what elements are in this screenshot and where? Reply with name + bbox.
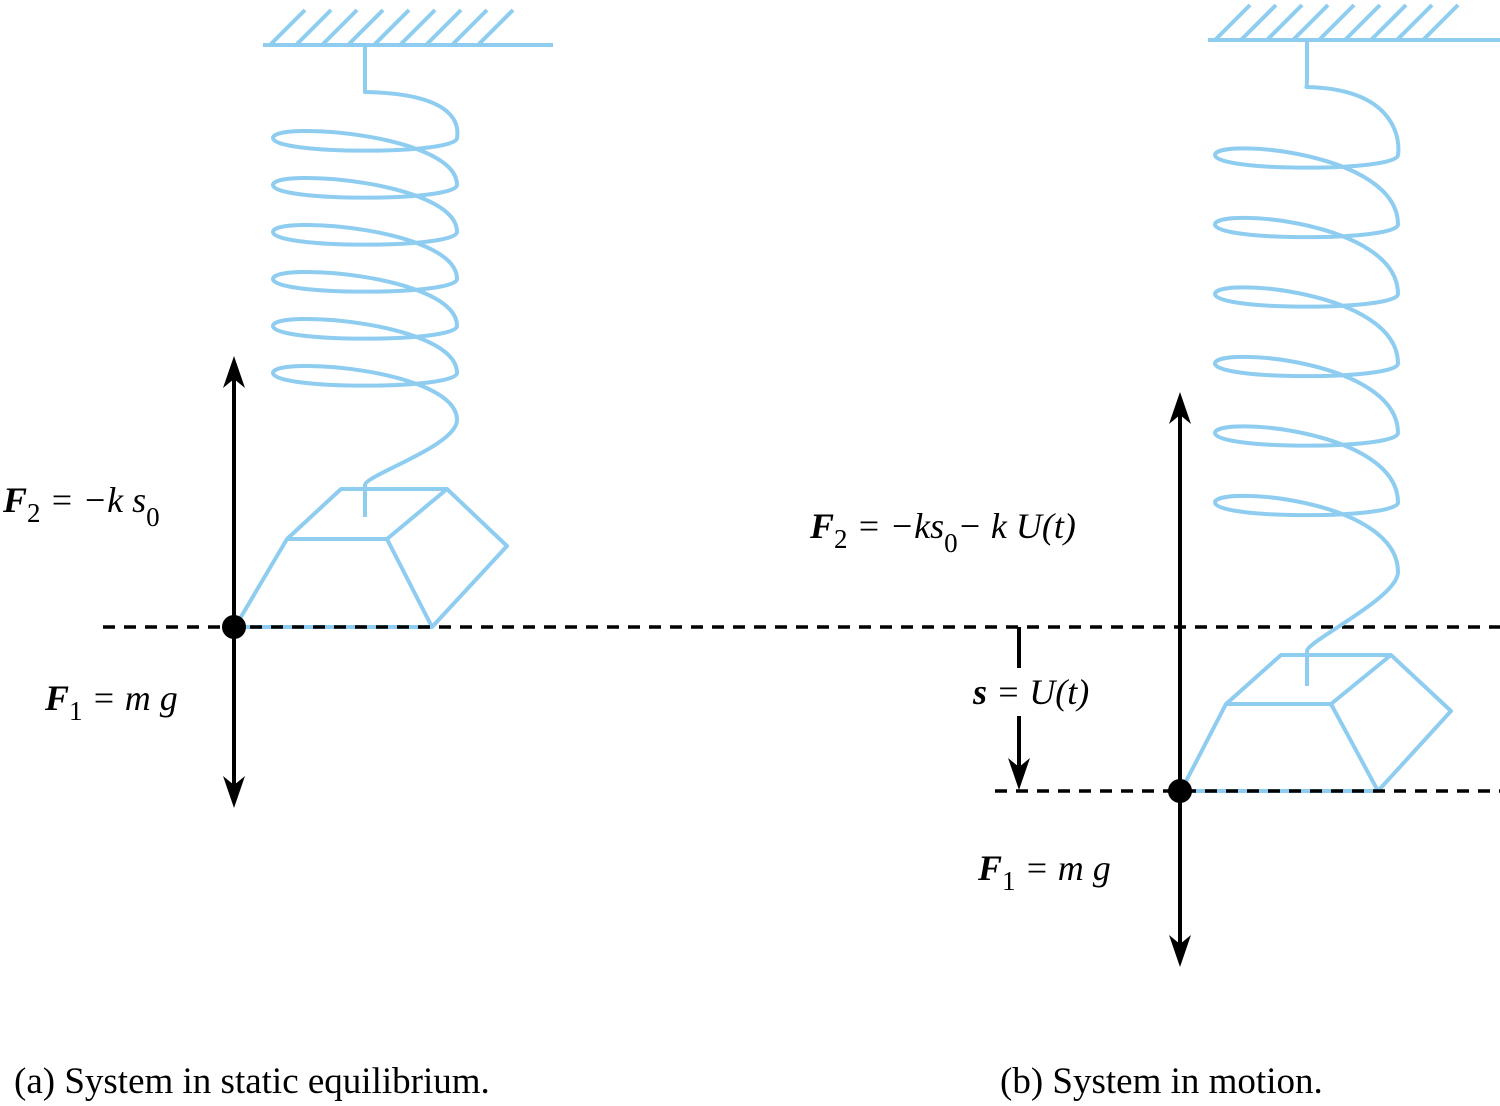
force-arrow-f2-a xyxy=(223,356,245,627)
force-arrow-f1-a xyxy=(223,627,245,808)
ceiling-a xyxy=(263,8,553,47)
ceiling-b xyxy=(1208,3,1500,42)
displacement-arrow xyxy=(1008,627,1030,790)
mass-block-b xyxy=(1179,653,1453,793)
label-f1-a: F1 = m g xyxy=(44,678,178,726)
mass-block-a xyxy=(233,487,509,629)
caption-a: (a) System in static equilibrium. xyxy=(14,1061,490,1102)
force-arrow-f2-b xyxy=(1169,392,1191,791)
force-arrow-f1-b xyxy=(1169,791,1191,967)
spring-b xyxy=(1213,40,1401,655)
label-f2-b: F2 = −ks0− k U(t) xyxy=(809,506,1076,558)
caption-b: (b) System in motion. xyxy=(1000,1061,1323,1102)
label-s-b: s = U(t) xyxy=(972,672,1089,712)
mass-point-b xyxy=(1168,779,1192,803)
mass-point-a xyxy=(222,615,246,639)
label-f2-a: F2 = −k s0 xyxy=(2,480,160,532)
spring-a xyxy=(271,45,460,489)
panel-a: F2 = −k s0 F1 = m g (a) System in static… xyxy=(2,8,1500,1102)
panel-b: F2 = −ks0− k U(t) s = U(t) F1 = m g (b) … xyxy=(809,3,1500,1102)
label-f1-b: F1 = m g xyxy=(977,848,1111,896)
